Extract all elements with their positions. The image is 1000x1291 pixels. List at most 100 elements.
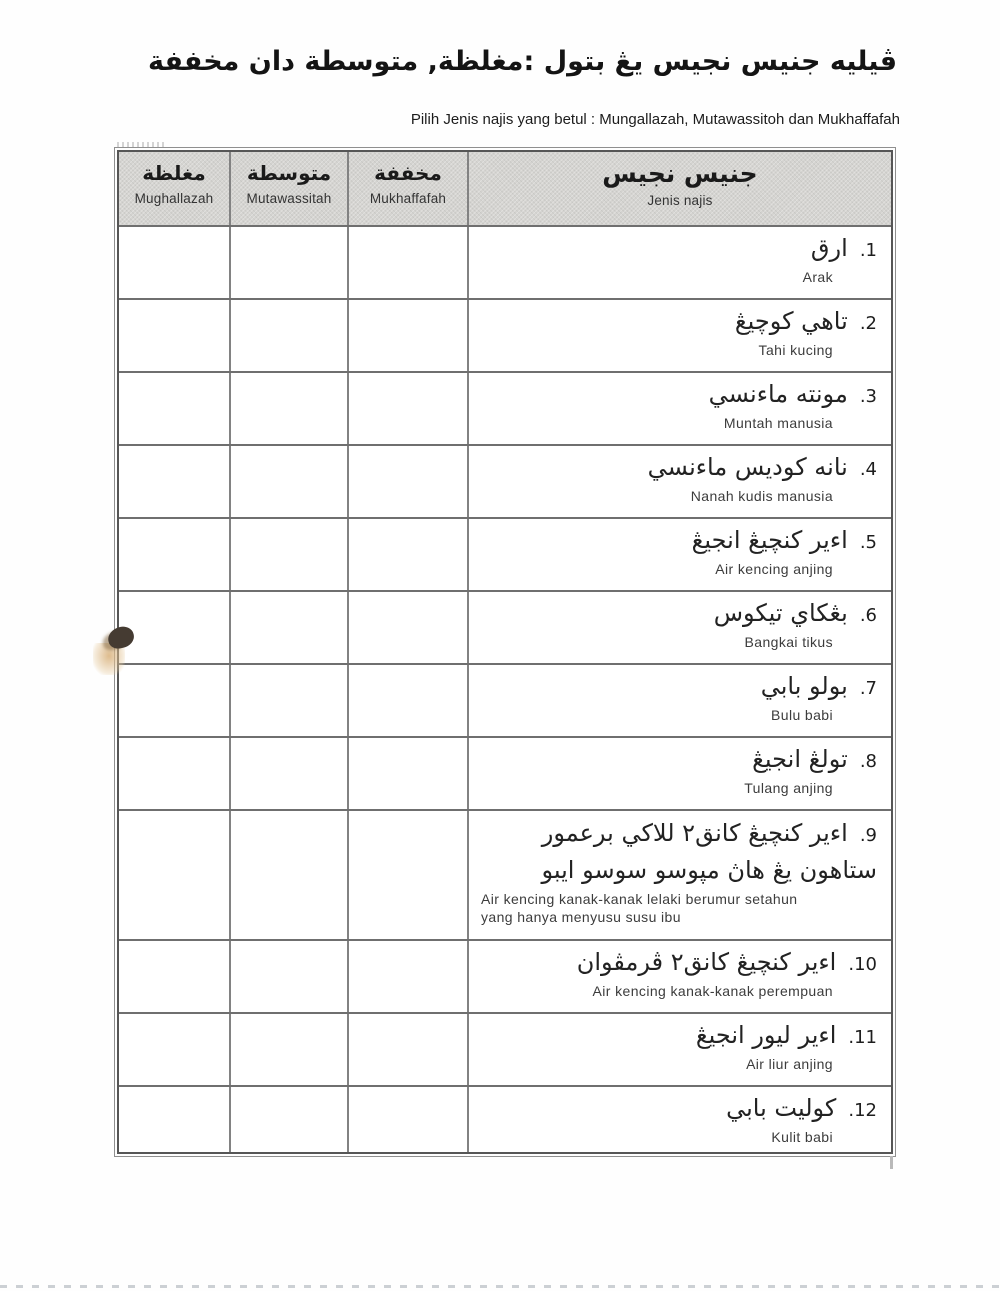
answer-cell-mughallazah[interactable] (119, 227, 229, 298)
answer-cell-mukhaffafah[interactable] (347, 227, 467, 298)
item-number: 8. (859, 751, 877, 772)
header-latin: Mukhaffafah (369, 191, 447, 206)
table-row: 12. كوليت بابي Kulit babi (119, 1085, 891, 1152)
najis-item: 5. اءير كنچيڠ انجيڠ Air kencing anjing (467, 519, 891, 590)
scan-artifact-hatch (117, 142, 167, 147)
answer-cell-mukhaffafah[interactable] (347, 592, 467, 663)
item-latin-text: Nanah kudis manusia (690, 488, 833, 504)
item-jawi-text: تولڠ انجيڠ (752, 745, 848, 773)
najis-item: 10. اءير كنچيڠ كانق٢ ڤرمڤوان Air kencing … (467, 941, 891, 1012)
item-jawi-text: اءير ليور انجيڠ (695, 1021, 837, 1049)
header-cell-mughallazah: مغلظة Mughallazah (119, 152, 229, 225)
item-number: 10. (848, 954, 877, 975)
item-latin-text: Bulu babi (771, 707, 833, 723)
table-row: 5. اءير كنچيڠ انجيڠ Air kencing anjing (119, 517, 891, 590)
item-jawi-text: بڠكاي تيكوس (713, 599, 848, 627)
answer-cell-mutawassitah[interactable] (229, 811, 347, 939)
answer-cell-mutawassitah[interactable] (229, 227, 347, 298)
answer-cell-mughallazah[interactable] (119, 300, 229, 371)
answer-cell-mughallazah[interactable] (119, 941, 229, 1012)
header-jawi: مخففة (374, 161, 442, 185)
answer-cell-mutawassitah[interactable] (229, 519, 347, 590)
answer-cell-mutawassitah[interactable] (229, 373, 347, 444)
table-row: 11. اءير ليور انجيڠ Air liur anjing (119, 1012, 891, 1085)
page-title-latin: Pilih Jenis najis yang betul : Mungallaz… (410, 111, 900, 128)
answer-cell-mukhaffafah[interactable] (347, 1014, 467, 1085)
header-cell-mukhaffafah: مخففة Mukhaffafah (347, 152, 467, 225)
answer-cell-mughallazah[interactable] (119, 519, 229, 590)
item-number: 7. (859, 678, 877, 699)
header-cell-jenis-najis: جنيس نجيس Jenis najis (467, 152, 891, 225)
item-latin-text: Tulang anjing (744, 780, 833, 796)
answer-cell-mukhaffafah[interactable] (347, 665, 467, 736)
table-row: 4. نانه كوديس ماءنسي Nanah kudis manusia (119, 444, 891, 517)
answer-cell-mughallazah[interactable] (119, 446, 229, 517)
item-jawi-text: بولو بابي (760, 672, 848, 700)
answer-cell-mutawassitah[interactable] (229, 1014, 347, 1085)
item-latin-text: Air kencing anjing (715, 561, 833, 577)
table-row: 2. تاهي كوچيڠ Tahi kucing (119, 298, 891, 371)
item-latin-text: Air kencing kanak-kanak lelaki berumur s… (481, 891, 798, 925)
table-row: 10. اءير كنچيڠ كانق٢ ڤرمڤوان Air kencing … (119, 939, 891, 1012)
answer-cell-mughallazah[interactable] (119, 1087, 229, 1152)
answer-cell-mughallazah[interactable] (119, 1014, 229, 1085)
answer-cell-mutawassitah[interactable] (229, 738, 347, 809)
item-latin-text: Arak (802, 269, 833, 285)
header-jawi: مغلظة (142, 161, 206, 185)
answer-cell-mutawassitah[interactable] (229, 300, 347, 371)
najis-item: 1. ارق Arak (467, 227, 891, 298)
item-jawi-text: نانه كوديس ماءنسي (647, 453, 848, 481)
table-row: 3. مونته ماءنسي Muntah manusia (119, 371, 891, 444)
answer-cell-mukhaffafah[interactable] (347, 738, 467, 809)
answer-cell-mukhaffafah[interactable] (347, 300, 467, 371)
item-jawi-text: كوليت بابي (726, 1094, 837, 1122)
item-number: 6. (859, 605, 877, 626)
header-latin: Jenis najis (647, 193, 713, 208)
najis-item: 9.اءير كنچيڠ كانق٢ للاكي برعمور ستاهون ي… (467, 811, 891, 939)
najis-item: 2. تاهي كوچيڠ Tahi kucing (467, 300, 891, 371)
answer-cell-mughallazah[interactable] (119, 738, 229, 809)
item-jawi-text: اءير كنچيڠ كانق٢ ڤرمڤوان (576, 948, 837, 976)
answer-cell-mughallazah[interactable] (119, 592, 229, 663)
table-row: 7. بولو بابي Bulu babi (119, 663, 891, 736)
najis-item: 3. مونته ماءنسي Muntah manusia (467, 373, 891, 444)
answer-cell-mukhaffafah[interactable] (347, 811, 467, 939)
answer-cell-mukhaffafah[interactable] (347, 373, 467, 444)
answer-cell-mukhaffafah[interactable] (347, 941, 467, 1012)
table-row: 1. ارق Arak (119, 225, 891, 298)
item-latin-text: Muntah manusia (723, 415, 833, 431)
item-jawi-text: تاهي كوچيڠ (734, 307, 848, 335)
answer-cell-mutawassitah[interactable] (229, 592, 347, 663)
item-jawi-text: اءير كنچيڠ انجيڠ (691, 526, 848, 554)
item-latin-text: Air liur anjing (746, 1056, 833, 1072)
header-jawi: جنيس نجيس (602, 159, 758, 188)
item-number: 4. (859, 459, 877, 480)
item-jawi-text: اءير كنچيڠ كانق٢ للاكي برعمور ستاهون يڠ … (541, 819, 877, 884)
answer-cell-mutawassitah[interactable] (229, 941, 347, 1012)
najis-item: 11. اءير ليور انجيڠ Air liur anjing (467, 1014, 891, 1085)
najis-item: 12. كوليت بابي Kulit babi (467, 1087, 891, 1152)
answer-cell-mughallazah[interactable] (119, 665, 229, 736)
answer-cell-mukhaffafah[interactable] (347, 446, 467, 517)
najis-item: 4. نانه كوديس ماءنسي Nanah kudis manusia (467, 446, 891, 517)
item-jawi-text: مونته ماءنسي (708, 380, 848, 408)
header-latin: Mutawassitah (246, 191, 332, 206)
answer-cell-mutawassitah[interactable] (229, 665, 347, 736)
scan-artifact-bottom-edge (0, 1285, 1000, 1288)
header-jawi: متوسطة (246, 161, 332, 185)
answer-cell-mutawassitah[interactable] (229, 1087, 347, 1152)
item-number: 3. (859, 386, 877, 407)
answer-cell-mukhaffafah[interactable] (347, 519, 467, 590)
answer-cell-mughallazah[interactable] (119, 373, 229, 444)
item-number: 2. (859, 313, 877, 334)
table-row: 6. بڠكاي تيكوس Bangkai tikus (119, 590, 891, 663)
item-latin-text: Air kencing kanak-kanak perempuan (592, 983, 833, 999)
answer-cell-mukhaffafah[interactable] (347, 1087, 467, 1152)
answer-cell-mughallazah[interactable] (119, 811, 229, 939)
answer-cell-mutawassitah[interactable] (229, 446, 347, 517)
header-latin: Mughallazah (134, 191, 214, 206)
item-number: 5. (859, 532, 877, 553)
najis-table: مغلظة Mughallazah متوسطة Mutawassitah مخ… (114, 147, 896, 1157)
table-row: 8. تولڠ انجيڠ Tulang anjing (119, 736, 891, 809)
